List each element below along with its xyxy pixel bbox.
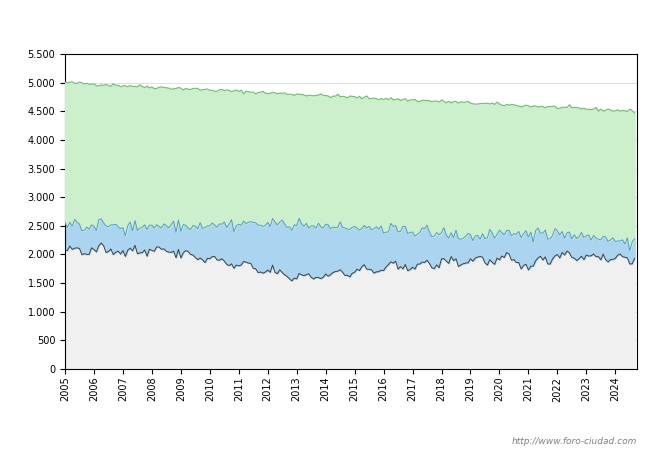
Text: http://www.foro-ciudad.com: http://www.foro-ciudad.com — [512, 436, 637, 446]
Text: Cazorla - Evolucion de la poblacion en edad de Trabajar Septiembre de 2024: Cazorla - Evolucion de la poblacion en e… — [84, 18, 566, 31]
